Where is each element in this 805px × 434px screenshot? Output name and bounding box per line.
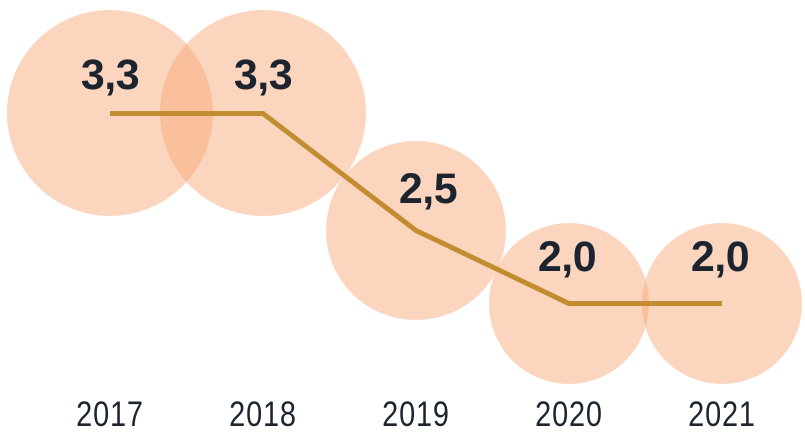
x-axis-tick-2020: 2020 [529,394,609,434]
x-axis-tick-2021: 2021 [682,394,762,434]
data-point-value-2017: 3,3 [80,50,140,99]
x-axis-tick-2019: 2019 [376,394,456,434]
x-axis-tick-label: 2019 [382,394,450,434]
data-point-value-2018: 3,3 [233,50,293,99]
data-point-value-2021: 2,0 [690,232,750,281]
x-axis-tick-2017: 2017 [70,394,150,434]
data-point-value-2019: 2,5 [398,165,458,214]
x-axis-tick-2018: 2018 [223,394,303,434]
x-axis-tick-label: 2017 [76,394,144,434]
x-axis-tick-label: 2020 [535,394,603,434]
data-point-value-2020: 2,0 [537,232,597,281]
x-axis-tick-label: 2018 [229,394,297,434]
data-point-bubble-2018 [159,10,366,217]
x-axis-tick-label: 2021 [688,394,756,434]
